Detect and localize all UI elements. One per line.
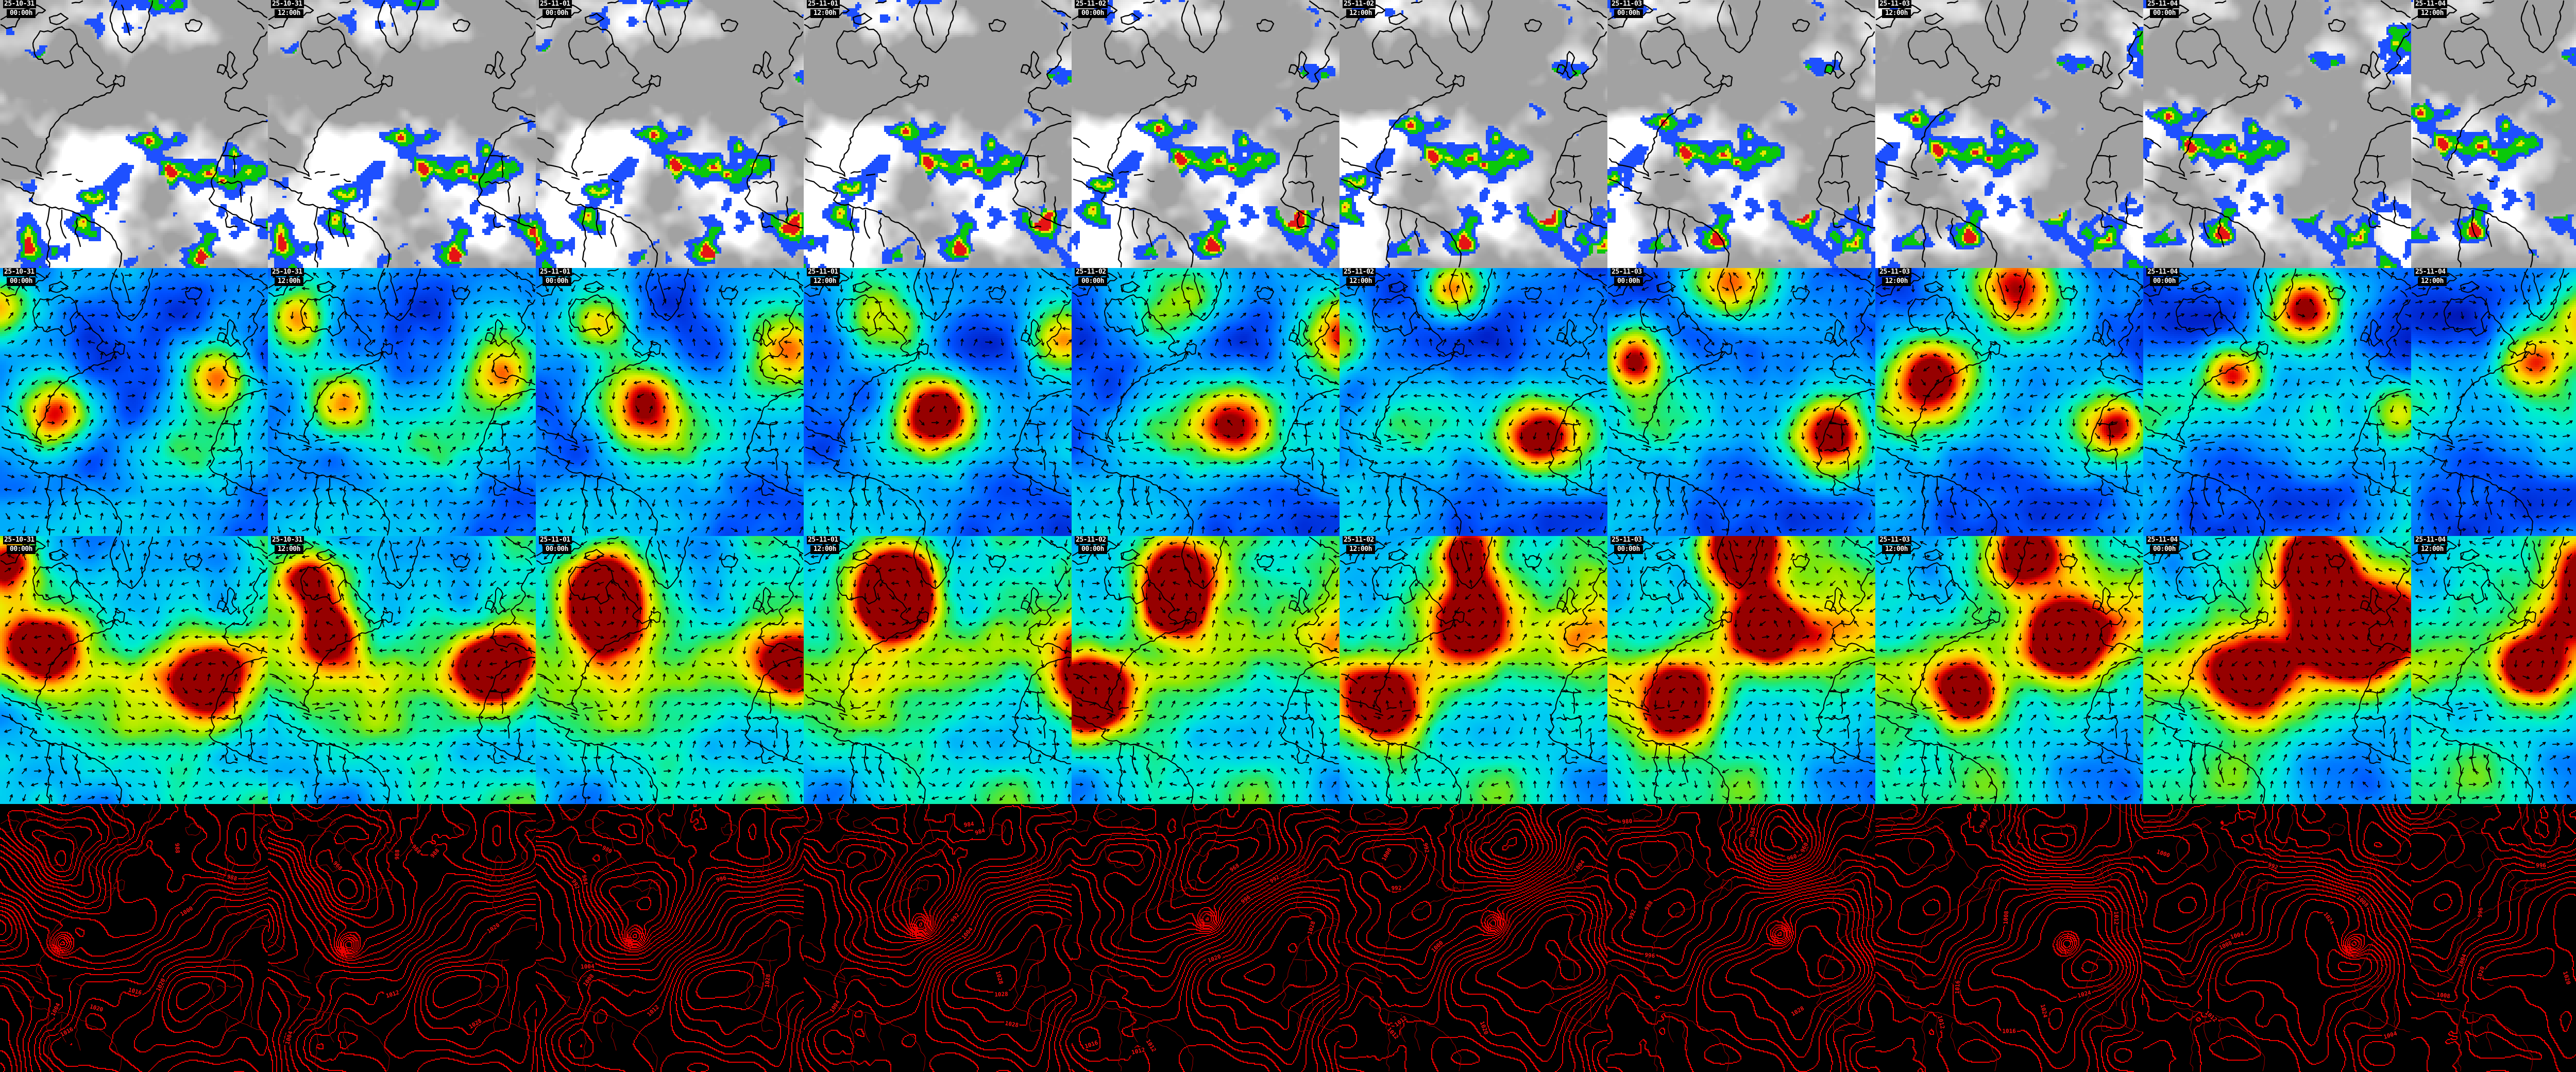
panel-wind-upper-t2: 25-11-01 00:00h <box>536 536 804 804</box>
panel-mslp-isobars-t2 <box>536 804 804 1072</box>
panel-wind-upper-t3: 25-11-01 12:00h <box>804 536 1072 804</box>
map-canvas-wind-mid-t6 <box>1607 268 1875 536</box>
panel-wind-mid-t9: 25-11-04 12:00h <box>2411 268 2576 536</box>
map-canvas-wind-upper-t3 <box>804 536 1072 804</box>
map-canvas-satellite-precip-t5 <box>1340 0 1607 268</box>
map-canvas-mslp-isobars-t8 <box>2143 804 2411 1072</box>
panel-wind-upper-t5: 25-11-02 12:00h <box>1340 536 1607 804</box>
panel-wind-mid-t7: 25-11-03 12:00h <box>1875 268 2143 536</box>
map-canvas-satellite-precip-t3 <box>804 0 1072 268</box>
panel-mslp-isobars-t1 <box>268 804 536 1072</box>
panel-wind-mid-t2: 25-11-01 00:00h <box>536 268 804 536</box>
map-canvas-wind-mid-t5 <box>1340 268 1607 536</box>
map-canvas-wind-mid-t1 <box>268 268 536 536</box>
map-canvas-wind-upper-t7 <box>1875 536 2143 804</box>
panel-wind-upper-t1: 25-10-31 12:00h <box>268 536 536 804</box>
panel-satellite-precip-t2: 25-11-01 00:00h <box>536 0 804 268</box>
map-canvas-satellite-precip-t1 <box>268 0 536 268</box>
panel-mslp-isobars-t3 <box>804 804 1072 1072</box>
panel-wind-mid-t6: 25-11-03 00:00h <box>1607 268 1875 536</box>
panel-wind-upper-t0: 25-10-31 00:00h <box>0 536 268 804</box>
map-canvas-wind-upper-t2 <box>536 536 804 804</box>
panel-wind-mid-t1: 25-10-31 12:00h <box>268 268 536 536</box>
panel-mslp-isobars-t6 <box>1607 804 1875 1072</box>
map-canvas-wind-mid-t8 <box>2143 268 2411 536</box>
panel-satellite-precip-t0: 25-10-31 00:00h <box>0 0 268 268</box>
panel-wind-mid-t4: 25-11-02 00:00h <box>1072 268 1340 536</box>
panel-wind-upper-t4: 25-11-02 00:00h <box>1072 536 1340 804</box>
map-canvas-wind-upper-t8 <box>2143 536 2411 804</box>
panel-wind-upper-t8: 25-11-04 00:00h <box>2143 536 2411 804</box>
panel-wind-upper-t9: 25-11-04 12:00h <box>2411 536 2576 804</box>
panel-satellite-precip-t3: 25-11-01 12:00h <box>804 0 1072 268</box>
panel-mslp-isobars-t9 <box>2411 804 2576 1072</box>
map-canvas-satellite-precip-t7 <box>1875 0 2143 268</box>
map-canvas-mslp-isobars-t1 <box>268 804 536 1072</box>
panel-mslp-isobars-t4 <box>1072 804 1340 1072</box>
map-canvas-wind-mid-t7 <box>1875 268 2143 536</box>
map-canvas-satellite-precip-t6 <box>1607 0 1875 268</box>
map-canvas-mslp-isobars-t6 <box>1607 804 1875 1072</box>
panel-wind-upper-t6: 25-11-03 00:00h <box>1607 536 1875 804</box>
panel-wind-mid-t5: 25-11-02 12:00h <box>1340 268 1607 536</box>
map-canvas-mslp-isobars-t9 <box>2411 804 2576 1072</box>
map-canvas-satellite-precip-t4 <box>1072 0 1340 268</box>
map-canvas-mslp-isobars-t5 <box>1340 804 1607 1072</box>
panel-wind-mid-t8: 25-11-04 00:00h <box>2143 268 2411 536</box>
panel-satellite-precip-t7: 25-11-03 12:00h <box>1875 0 2143 268</box>
map-canvas-wind-mid-t2 <box>536 268 804 536</box>
map-canvas-wind-upper-t5 <box>1340 536 1607 804</box>
map-canvas-wind-mid-t3 <box>804 268 1072 536</box>
map-canvas-wind-upper-t1 <box>268 536 536 804</box>
map-canvas-wind-upper-t6 <box>1607 536 1875 804</box>
map-canvas-mslp-isobars-t7 <box>1875 804 2143 1072</box>
panel-mslp-isobars-t8 <box>2143 804 2411 1072</box>
panel-satellite-precip-t6: 25-11-03 00:00h <box>1607 0 1875 268</box>
panel-satellite-precip-t5: 25-11-02 12:00h <box>1340 0 1607 268</box>
map-canvas-satellite-precip-t0 <box>0 0 268 268</box>
map-canvas-mslp-isobars-t2 <box>536 804 804 1072</box>
map-canvas-wind-mid-t9 <box>2411 268 2576 536</box>
panel-satellite-precip-t4: 25-11-02 00:00h <box>1072 0 1340 268</box>
panel-satellite-precip-t9: 25-11-04 12:00h <box>2411 0 2576 268</box>
map-canvas-mslp-isobars-t4 <box>1072 804 1340 1072</box>
map-canvas-mslp-isobars-t0 <box>0 804 268 1072</box>
panel-mslp-isobars-t7 <box>1875 804 2143 1072</box>
panel-mslp-isobars-t5 <box>1340 804 1607 1072</box>
panel-satellite-precip-t1: 25-10-31 12:00h <box>268 0 536 268</box>
panel-wind-mid-t3: 25-11-01 12:00h <box>804 268 1072 536</box>
panel-wind-mid-t0: 25-10-31 00:00h <box>0 268 268 536</box>
map-canvas-satellite-precip-t9 <box>2411 0 2576 268</box>
panel-satellite-precip-t8: 25-11-04 00:00h <box>2143 0 2411 268</box>
panel-wind-upper-t7: 25-11-03 12:00h <box>1875 536 2143 804</box>
map-canvas-satellite-precip-t2 <box>536 0 804 268</box>
map-canvas-wind-mid-t4 <box>1072 268 1340 536</box>
map-canvas-satellite-precip-t8 <box>2143 0 2411 268</box>
map-canvas-wind-upper-t0 <box>0 536 268 804</box>
map-canvas-mslp-isobars-t3 <box>804 804 1072 1072</box>
map-canvas-wind-upper-t9 <box>2411 536 2576 804</box>
panel-mslp-isobars-t0 <box>0 804 268 1072</box>
map-canvas-wind-mid-t0 <box>0 268 268 536</box>
map-canvas-wind-upper-t4 <box>1072 536 1340 804</box>
